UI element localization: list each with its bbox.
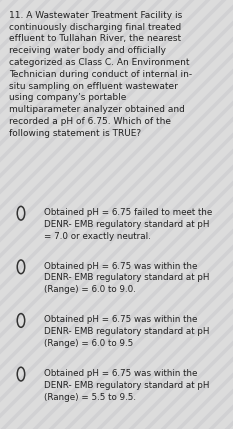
Text: Obtained pH = 6.75 was within the
DENR- EMB regulatory standard at pH
(Range) = : Obtained pH = 6.75 was within the DENR- … (44, 369, 210, 402)
Text: Obtained pH = 6.75 was within the
DENR- EMB regulatory standard at pH
(Range) = : Obtained pH = 6.75 was within the DENR- … (44, 262, 210, 294)
Text: Obtained pH = 6.75 failed to meet the
DENR- EMB regulatory standard at pH
= 7.0 : Obtained pH = 6.75 failed to meet the DE… (44, 208, 212, 241)
Text: Obtained pH = 6.75 was within the
DENR- EMB regulatory standard at pH
(Range) = : Obtained pH = 6.75 was within the DENR- … (44, 315, 210, 348)
Text: 11. A Wastewater Treatment Facility is
continuously discharging final treated
ef: 11. A Wastewater Treatment Facility is c… (9, 11, 192, 138)
